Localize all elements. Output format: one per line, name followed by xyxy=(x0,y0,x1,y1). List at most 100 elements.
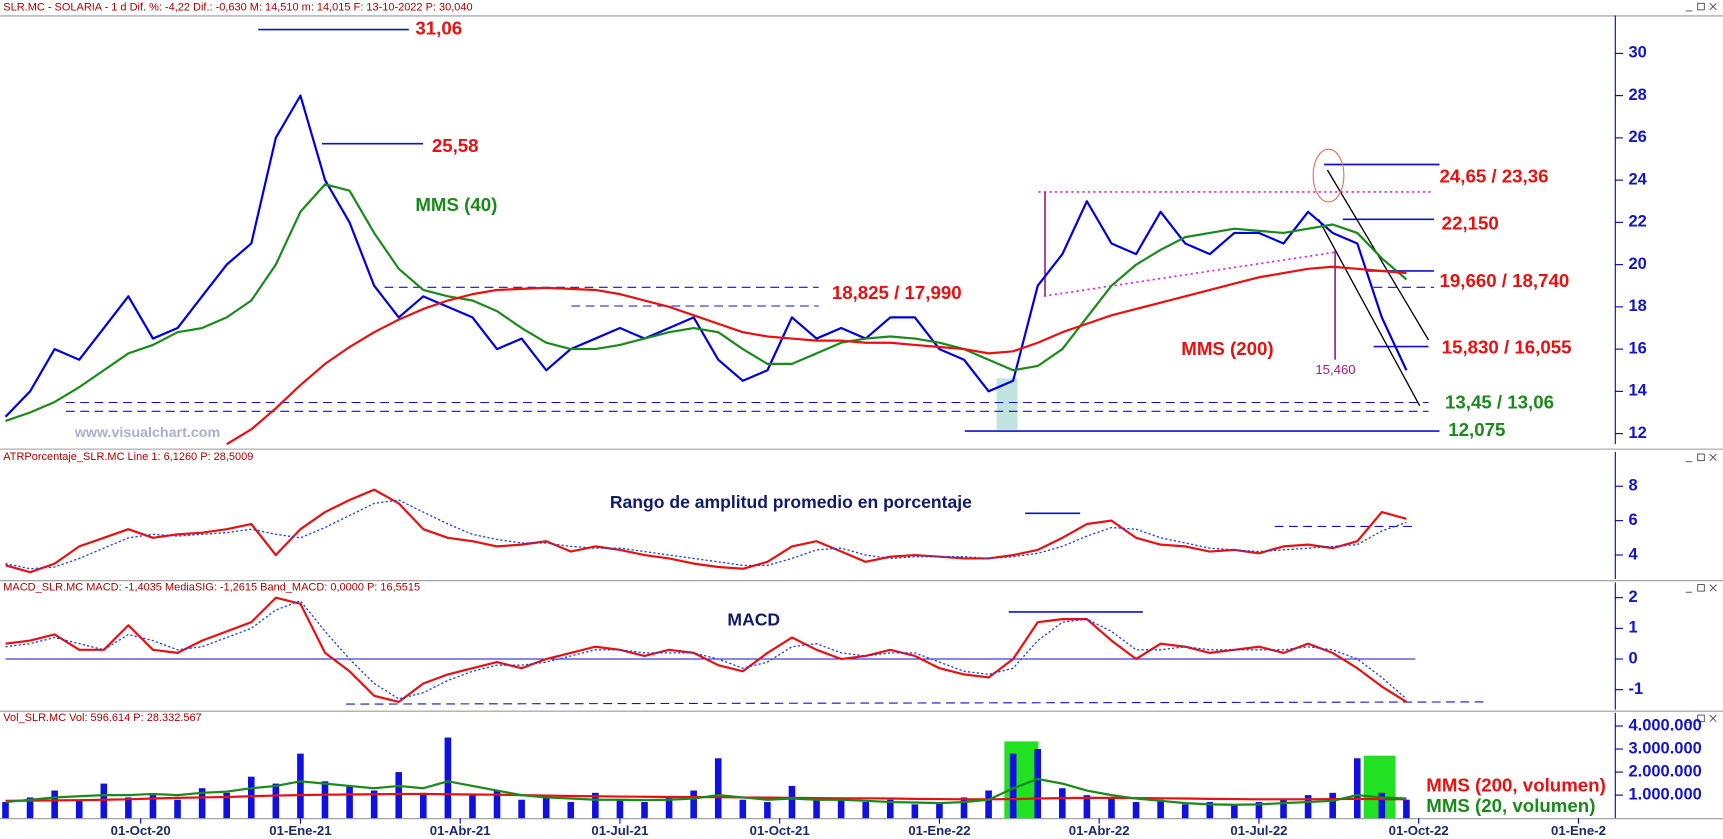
y-tick-label: 2 xyxy=(1628,588,1637,606)
series-line xyxy=(5,488,1407,574)
y-tick-label: 1 xyxy=(1628,619,1637,637)
y-tick-label: 3.000.000 xyxy=(1628,739,1701,757)
series-label: MMS (200, volumen) xyxy=(1426,774,1606,795)
bar xyxy=(985,790,992,819)
bar xyxy=(1157,799,1164,819)
annotation: 13,45 / 13,06 xyxy=(1445,392,1554,413)
y-tick-label: 26 xyxy=(1628,128,1646,146)
x-tick-label: 01-Ene-22 xyxy=(908,823,970,838)
y-tick-label: 14 xyxy=(1628,382,1647,400)
bar xyxy=(198,788,206,819)
annotation: www.visualchart.com xyxy=(74,425,221,441)
bar xyxy=(1034,749,1042,819)
x-tick-label: 01-Ene-2 xyxy=(1551,823,1606,838)
y-tick-label: 20 xyxy=(1628,255,1646,273)
y-tick-label: 22 xyxy=(1628,213,1646,231)
annotation: 15,460 xyxy=(1315,362,1355,377)
bar xyxy=(1255,802,1263,819)
panel-title: Rango de amplitud promedio en porcentaje xyxy=(610,492,972,512)
x-tick-label: 01-Oct-22 xyxy=(1389,823,1449,838)
bar xyxy=(567,802,575,819)
x-tick-label: 01-Ene-21 xyxy=(269,823,331,838)
panel-title: MACD xyxy=(727,609,780,629)
bar xyxy=(1059,788,1066,819)
y-tick-label: 16 xyxy=(1628,339,1646,357)
bar xyxy=(1353,758,1361,819)
drawn-levels xyxy=(65,28,1484,705)
bar xyxy=(1083,795,1091,819)
bar xyxy=(370,790,378,819)
bar xyxy=(641,802,648,819)
bar xyxy=(1009,753,1017,819)
bar xyxy=(1280,799,1287,819)
bar xyxy=(862,802,869,819)
bar xyxy=(51,790,58,819)
bar xyxy=(665,797,673,819)
y-tick-label: 12 xyxy=(1628,424,1646,442)
annotation: 24,65 / 23,36 xyxy=(1439,166,1548,187)
bar xyxy=(1304,795,1312,819)
bar xyxy=(936,802,943,819)
panel-header: MACD_SLR.MC MACD: -1,4035 MediaSIG: -1,2… xyxy=(3,582,420,594)
bar xyxy=(518,799,525,819)
bar xyxy=(616,799,624,819)
bar xyxy=(75,799,83,819)
bar xyxy=(1231,804,1238,819)
bar xyxy=(100,783,108,819)
y-tick-label: 8 xyxy=(1628,477,1637,495)
y-tick-label: 30 xyxy=(1628,44,1646,62)
bar xyxy=(1132,802,1140,819)
bar xyxy=(125,797,132,819)
series-label: MMS (40) xyxy=(415,194,497,215)
series-line xyxy=(5,183,1408,422)
bar xyxy=(1329,792,1336,819)
panel-header: SLR.MC - SOLARIA - 1 d Dif. %: -4,22 Dif… xyxy=(3,2,472,14)
bar xyxy=(911,804,919,819)
bar xyxy=(764,802,771,819)
bar xyxy=(272,783,280,819)
series-line xyxy=(5,499,1407,570)
bar xyxy=(223,792,230,819)
bar xyxy=(592,792,599,819)
bar xyxy=(321,781,329,819)
bar xyxy=(1403,799,1410,819)
y-tick-label: 18 xyxy=(1628,297,1646,315)
bar xyxy=(297,753,304,819)
annotation: 31,06 xyxy=(415,18,462,39)
bar xyxy=(444,737,452,819)
panel-frames xyxy=(0,15,1723,820)
y-tick-label: 0 xyxy=(1628,649,1637,667)
bar xyxy=(247,776,255,819)
bar xyxy=(1181,804,1189,819)
bar xyxy=(420,792,427,819)
x-tick-label: 01-Jul-21 xyxy=(591,823,648,838)
y-tick-label: 1.000.000 xyxy=(1628,785,1701,803)
bar xyxy=(395,772,403,819)
bar xyxy=(813,799,820,819)
bar xyxy=(739,799,747,819)
annotation: 15,830 / 16,055 xyxy=(1442,337,1572,358)
x-tick-label: 01-Jul-22 xyxy=(1230,823,1287,838)
series-line xyxy=(5,600,1407,700)
window-buttons[interactable] xyxy=(1685,2,1717,724)
bar xyxy=(149,795,157,819)
bar xyxy=(493,790,501,819)
panel-header: ATRPorcentaje_SLR.MC Line 1: 6,1260 P: 2… xyxy=(3,451,253,463)
bar xyxy=(2,802,9,819)
x-tick-label: 01-Oct-21 xyxy=(750,823,810,838)
series-line xyxy=(226,265,1407,446)
bar xyxy=(960,797,968,819)
annotation: 12,075 xyxy=(1448,419,1505,440)
bar xyxy=(837,797,845,819)
bar xyxy=(714,758,722,819)
y-tick-label: 2.000.000 xyxy=(1628,762,1701,780)
bar xyxy=(174,799,181,819)
y-tick-label: 4 xyxy=(1628,545,1638,563)
annotation: 18,825 / 17,990 xyxy=(832,282,962,303)
y-tick-label: 24 xyxy=(1628,170,1647,188)
x-tick-label: 01-Abr-22 xyxy=(1069,823,1130,838)
annotation: 25,58 xyxy=(432,135,479,156)
series-line xyxy=(5,596,1408,704)
